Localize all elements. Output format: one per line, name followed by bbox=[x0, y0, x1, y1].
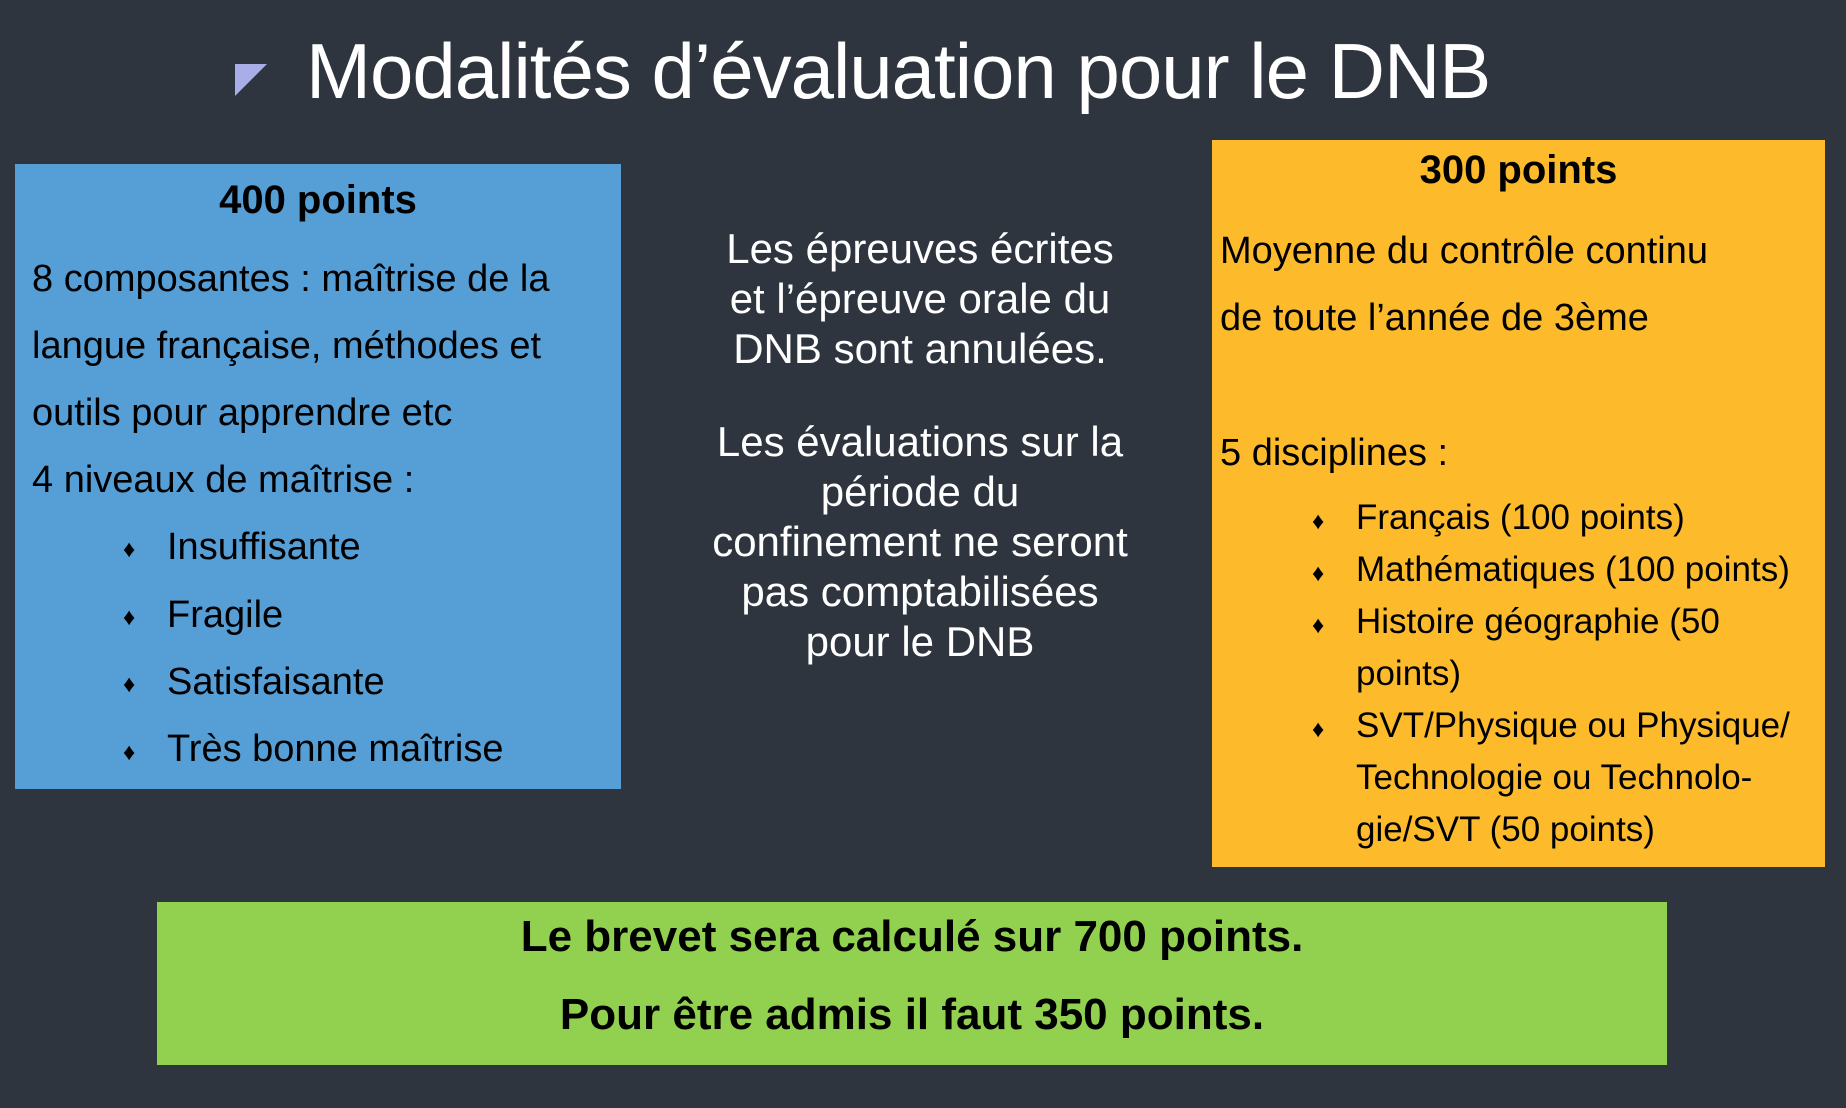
slide-title: Modalités d’évaluation pour le DNB bbox=[306, 27, 1491, 115]
diamond-bullet-icon: ♦ bbox=[1312, 508, 1325, 535]
diamond-bullet-icon: ♦ bbox=[123, 671, 136, 698]
right-line: Moyenne du contrôle continu bbox=[1220, 230, 1708, 272]
left-line: langue française, méthodes et bbox=[32, 325, 542, 367]
center-line: Les épreuves écrites bbox=[726, 225, 1114, 272]
discipline-item: Français (100 points) bbox=[1356, 498, 1685, 537]
right-line: de toute l’année de 3ème bbox=[1220, 297, 1649, 339]
discipline-item: Mathématiques (100 points) bbox=[1356, 550, 1790, 589]
level-item: Satisfaisante bbox=[167, 661, 385, 703]
center-line: pas comptabilisées bbox=[741, 568, 1099, 615]
left-line: 8 composantes : maîtrise de la bbox=[32, 258, 550, 300]
diamond-bullet-icon: ♦ bbox=[1312, 560, 1325, 587]
diamond-bullet-icon: ♦ bbox=[1312, 612, 1325, 639]
discipline-item: Histoire géographie (50 bbox=[1356, 602, 1720, 641]
disciplines-label: 5 disciplines : bbox=[1220, 432, 1449, 474]
center-line: période du bbox=[820, 468, 1020, 515]
left-heading: 400 points bbox=[219, 178, 417, 222]
diamond-bullet-icon: ♦ bbox=[123, 536, 136, 563]
diamond-bullet-icon: ♦ bbox=[123, 604, 136, 631]
center-line: confinement ne seront bbox=[712, 518, 1128, 565]
center-line: DNB sont annulées. bbox=[733, 325, 1107, 372]
level-item: Insuffisante bbox=[167, 526, 361, 568]
diamond-bullet-icon: ♦ bbox=[123, 739, 136, 766]
discipline-item-cont: gie/SVT (50 points) bbox=[1356, 810, 1655, 849]
summary-line-total: Le brevet sera calculé sur 700 points. bbox=[520, 912, 1304, 961]
level-item: Très bonne maîtrise bbox=[167, 728, 504, 770]
title-bullet-icon bbox=[235, 64, 267, 96]
left-line: 4 niveaux de maîtrise : bbox=[32, 459, 415, 501]
summary-box: Le brevet sera calculé sur 700 points. P… bbox=[157, 902, 1667, 1065]
discipline-item: SVT/Physique ou Physique/ bbox=[1356, 706, 1790, 745]
left-line: outils pour apprendre etc bbox=[32, 392, 453, 434]
right-heading: 300 points bbox=[1419, 148, 1618, 192]
diamond-bullet-icon: ♦ bbox=[1312, 716, 1325, 743]
center-paragraph-2: Les évaluations sur la période du confin… bbox=[680, 417, 1160, 667]
center-paragraph-1: Les épreuves écrites et l’épreuve orale … bbox=[680, 224, 1160, 374]
level-item: Fragile bbox=[167, 594, 284, 636]
center-line: Les évaluations sur la bbox=[716, 418, 1124, 465]
center-line: pour le DNB bbox=[805, 618, 1035, 665]
center-line: et l’épreuve orale du bbox=[729, 275, 1111, 322]
right-box-300-points: 300 points Moyenne du contrôle continu d… bbox=[1212, 140, 1825, 867]
discipline-item-cont: Technologie ou Technolo- bbox=[1356, 758, 1753, 797]
left-box-400-points: 400 points 8 composantes : maîtrise de l… bbox=[15, 164, 621, 789]
discipline-item-cont: points) bbox=[1356, 654, 1462, 693]
summary-line-admission: Pour être admis il faut 350 points. bbox=[559, 990, 1265, 1039]
